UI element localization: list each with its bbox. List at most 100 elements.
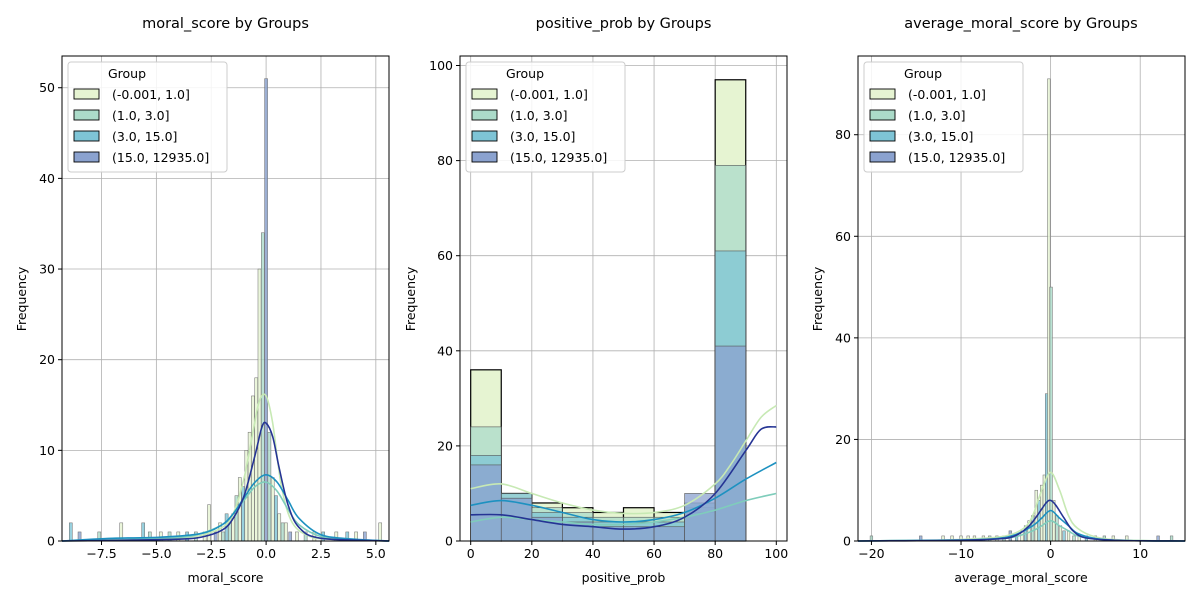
histogram-bar xyxy=(653,526,685,542)
y-tick-label: 0 xyxy=(843,534,851,549)
histogram-bar xyxy=(1049,286,1053,542)
y-tick-label: 20 xyxy=(835,432,851,447)
kde-line xyxy=(470,404,777,515)
legend-swatch xyxy=(73,130,100,142)
legend-box xyxy=(863,61,1024,173)
x-axis-label: average_moral_score xyxy=(954,570,1088,585)
y-axis-label: Frequency xyxy=(403,266,418,331)
x-tick-label: 80 xyxy=(707,546,723,561)
legend-title: Group xyxy=(506,66,544,81)
legend-entry-label: (3.0, 15.0] xyxy=(908,129,973,144)
axes-frame xyxy=(459,55,788,542)
y-tick-label: 30 xyxy=(39,262,55,277)
axes-frame xyxy=(857,55,1186,542)
legend-entry-label: (3.0, 15.0] xyxy=(510,129,575,144)
legend-swatch xyxy=(869,109,896,121)
legend-entry-label: (-0.001, 1.0] xyxy=(908,87,986,102)
histogram-bar xyxy=(274,495,278,542)
kde-line xyxy=(470,425,777,530)
legend-entry-label: (1.0, 3.0] xyxy=(112,108,169,123)
histogram-bar xyxy=(261,232,265,542)
histogram-bar xyxy=(221,531,226,542)
legend-swatch xyxy=(73,151,100,163)
y-tick-label: 40 xyxy=(437,343,453,358)
legend-swatch xyxy=(471,151,498,163)
kde-line xyxy=(857,471,1186,542)
histogram-bar xyxy=(254,377,259,542)
x-tick-label: 40 xyxy=(585,546,601,561)
kde-line xyxy=(61,421,390,542)
y-axis-label: Frequency xyxy=(14,266,29,331)
y-tick-label: 80 xyxy=(835,127,851,142)
kde-curves xyxy=(857,471,1186,542)
legend-title: Group xyxy=(108,66,146,81)
x-tick-label: −7.5 xyxy=(86,546,116,561)
y-axis-label: Frequency xyxy=(810,266,825,331)
histogram-bar xyxy=(378,522,383,542)
legend-entry-label: (3.0, 15.0] xyxy=(112,129,177,144)
y-tick-label: 20 xyxy=(39,352,55,367)
legend-entry-label: (-0.001, 1.0] xyxy=(112,87,190,102)
y-tick-label: 0 xyxy=(445,534,453,549)
kde-line xyxy=(61,473,390,542)
histogram-bar xyxy=(714,345,747,542)
y-tick-label: 40 xyxy=(835,330,851,345)
y-tick-label: 100 xyxy=(429,58,453,73)
x-tick-label: 60 xyxy=(646,546,662,561)
chart-title: average_moral_score by Groups xyxy=(904,16,1137,32)
legend-box xyxy=(67,61,228,173)
x-axis-label: positive_prob xyxy=(582,570,666,585)
histogram-bar xyxy=(68,522,73,542)
legend-title: Group xyxy=(904,66,942,81)
histogram-bar xyxy=(1062,530,1066,542)
x-tick-label: −10 xyxy=(948,546,974,561)
y-tick-label: 40 xyxy=(39,171,55,186)
legend-swatch xyxy=(73,88,100,100)
legend-entry-label: (15.0, 12935.0] xyxy=(112,150,209,165)
kde-curves xyxy=(61,393,390,542)
histogram-bar xyxy=(295,531,299,542)
ticks: −7.5 −5.0 −2.5 0.0 2.5 5.0 0 10 20 30 40 50 xyxy=(39,80,386,561)
y-tick-label: 0 xyxy=(47,534,55,549)
legend: Group (-0.001, 1.0] (1.0, 3.0] (3.0, 15.0] (… xyxy=(863,61,1024,173)
subplot-average-moral-score: average_moral_score by Groups average_mo… xyxy=(810,16,1186,585)
histogram-bar xyxy=(284,522,288,542)
kde-line xyxy=(61,481,390,542)
legend: Group (-0.001, 1.0] (1.0, 3.0] (3.0, 15.0] (… xyxy=(465,61,626,173)
kde-line xyxy=(857,499,1186,542)
y-tick-label: 10 xyxy=(39,443,55,458)
x-tick-label: 20 xyxy=(524,546,540,561)
subplot-positive-prob: positive_prob by Groups positive_prob Fr… xyxy=(403,16,788,585)
y-tick-label: 60 xyxy=(835,229,851,244)
x-tick-label: 2.5 xyxy=(311,546,331,561)
legend-swatch xyxy=(73,109,100,121)
kde-curves xyxy=(470,404,777,530)
x-tick-label: −5.0 xyxy=(141,546,171,561)
ticks: 0 20 40 60 80 100 0 20 40 60 80 100 xyxy=(429,58,788,561)
x-tick-label: 0 xyxy=(467,546,475,561)
histogram-bar xyxy=(288,531,293,542)
x-tick-label: −2.5 xyxy=(196,546,226,561)
y-tick-label: 80 xyxy=(437,153,453,168)
legend-swatch xyxy=(869,88,896,100)
legend: Group (-0.001, 1.0] (1.0, 3.0] (3.0, 15.0] (… xyxy=(67,61,228,173)
histogram-bar xyxy=(280,522,285,542)
x-tick-label: 0.0 xyxy=(256,546,276,561)
histogram-bar xyxy=(267,431,272,542)
ticks: −20 −10 0 10 0 20 40 60 80 xyxy=(835,127,1148,561)
legend-swatch xyxy=(869,130,896,142)
x-tick-label: 10 xyxy=(1132,546,1148,561)
legend-swatch xyxy=(869,151,896,163)
y-tick-label: 50 xyxy=(39,80,55,95)
legend-entry-label: (1.0, 3.0] xyxy=(908,108,965,123)
legend-entry-label: (15.0, 12935.0] xyxy=(908,150,1005,165)
histogram-bar xyxy=(1072,535,1076,542)
x-tick-label: 0 xyxy=(1047,546,1055,561)
legend-swatch xyxy=(471,88,498,100)
legend-entry-label: (15.0, 12935.0] xyxy=(510,150,607,165)
subplot-moral-score: moral_score by Groups moral_score Freque… xyxy=(14,16,390,585)
chart-title: moral_score by Groups xyxy=(142,16,309,32)
y-tick-label: 20 xyxy=(437,438,453,453)
histogram-bar xyxy=(264,78,268,542)
